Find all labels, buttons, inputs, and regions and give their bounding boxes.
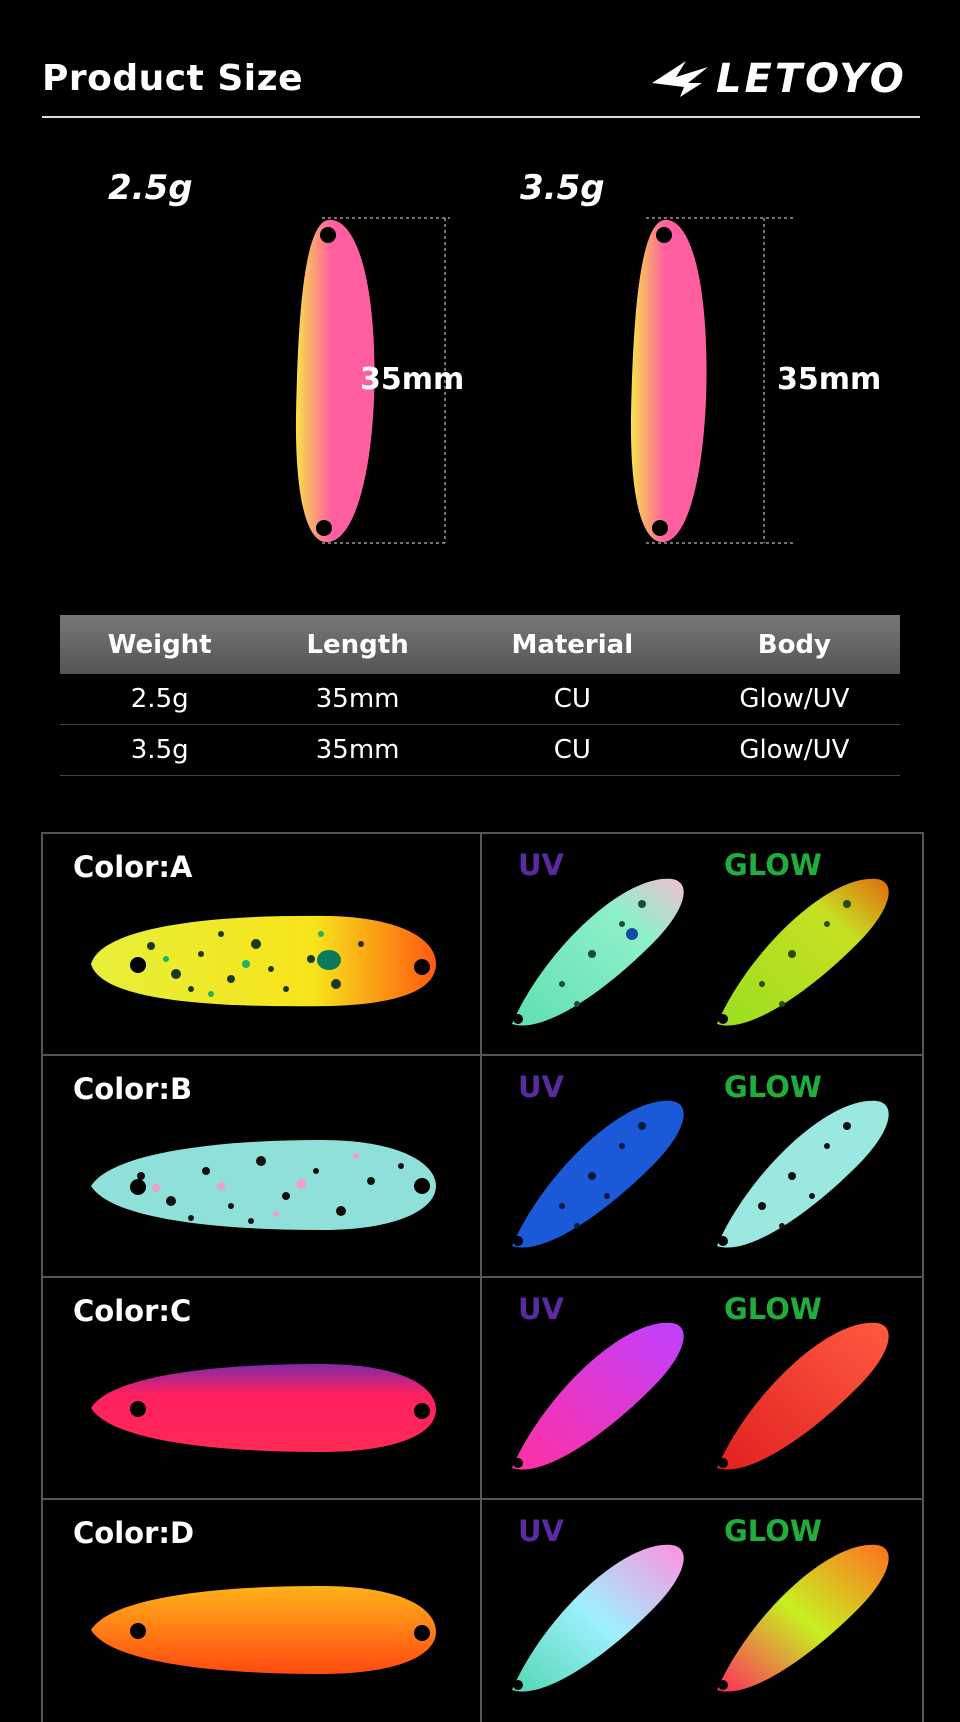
- color-label: Color:B: [73, 1072, 193, 1106]
- table-row: 2.5g 35mm CU Glow/UV: [60, 674, 900, 725]
- spoon-lure-vertical: [295, 217, 450, 544]
- uv-glow-photos: [512, 878, 889, 1026]
- table-cell: 35mm: [259, 674, 456, 725]
- size-diagrams: 2.5g 35mm 3.5g 35mm: [0, 160, 960, 560]
- color-main-cell: Color:A: [43, 834, 480, 1056]
- col-header-weight: Weight: [60, 615, 260, 674]
- table-cell: 35mm: [259, 724, 456, 776]
- color-uv-glow-cell: UV GLOW: [480, 834, 924, 1056]
- page-title: Product Size: [42, 58, 303, 99]
- color-row-d: Color:D UV GLOW: [43, 1498, 922, 1722]
- col-header-length: Length: [259, 615, 456, 674]
- color-uv-glow-cell: UV GLOW: [480, 1278, 924, 1500]
- spoon-lure-vertical: [630, 217, 796, 544]
- glow-label: GLOW: [724, 1514, 822, 1548]
- color-main-cell: Color:D: [43, 1500, 480, 1722]
- table-cell: Glow/UV: [688, 674, 900, 725]
- color-row-a: Color:A UV GLOW: [43, 832, 922, 1056]
- size-length-label: 35mm: [360, 362, 465, 397]
- uv-label: UV: [518, 1070, 564, 1104]
- color-grid: Color:A UV GLOW: [41, 832, 924, 1722]
- size-weight-label: 3.5g: [520, 168, 605, 208]
- table-row: 3.5g 35mm CU Glow/UV: [60, 724, 900, 776]
- table-cell: Glow/UV: [688, 724, 900, 776]
- color-main-cell: Color:B: [43, 1056, 480, 1278]
- uv-glow-photos: [512, 1322, 889, 1470]
- color-label: Color:D: [73, 1516, 195, 1550]
- table-cell: CU: [455, 674, 689, 725]
- uv-glow-photos: [512, 1100, 889, 1248]
- spec-table: Weight Length Material Body 2.5g 35mm CU…: [60, 615, 900, 776]
- size-diagram-2: 3.5g 35mm: [512, 160, 912, 560]
- color-row-c: Color:C UV GLOW: [43, 1276, 922, 1500]
- spoon-lure-b: [91, 1140, 436, 1230]
- size-length-label: 35mm: [777, 362, 882, 397]
- table-cell: 3.5g: [60, 724, 260, 776]
- color-label: Color:C: [73, 1294, 192, 1328]
- color-label: Color:A: [73, 850, 193, 884]
- brand-logo: LETOYO: [650, 56, 920, 102]
- spoon-lure-c: [91, 1364, 436, 1452]
- glow-label: GLOW: [724, 1292, 822, 1326]
- uv-label: UV: [518, 848, 564, 882]
- color-uv-glow-cell: UV GLOW: [480, 1056, 924, 1278]
- col-header-material: Material: [455, 615, 689, 674]
- color-main-cell: Color:C: [43, 1278, 480, 1500]
- page-header: Product Size LETOYO: [42, 56, 920, 118]
- size-weight-label: 2.5g: [108, 168, 193, 208]
- spoon-lure-d: [91, 1586, 436, 1674]
- brand-name: LETOYO: [716, 56, 907, 102]
- uv-label: UV: [518, 1292, 564, 1326]
- color-row-b: Color:B UV GLOW: [43, 1054, 922, 1278]
- table-cell: 2.5g: [60, 674, 260, 725]
- table-cell: CU: [455, 724, 689, 776]
- glow-label: GLOW: [724, 1070, 822, 1104]
- brand-mark-icon: [652, 61, 708, 97]
- uv-glow-photos: [512, 1544, 889, 1692]
- spec-table-header-row: Weight Length Material Body: [60, 615, 900, 674]
- glow-label: GLOW: [724, 848, 822, 882]
- uv-label: UV: [518, 1514, 564, 1548]
- spoon-lure-a: [91, 915, 436, 1007]
- size-diagram-1: 2.5g 35mm: [100, 160, 500, 560]
- color-uv-glow-cell: UV GLOW: [480, 1500, 924, 1722]
- col-header-body: Body: [688, 615, 900, 674]
